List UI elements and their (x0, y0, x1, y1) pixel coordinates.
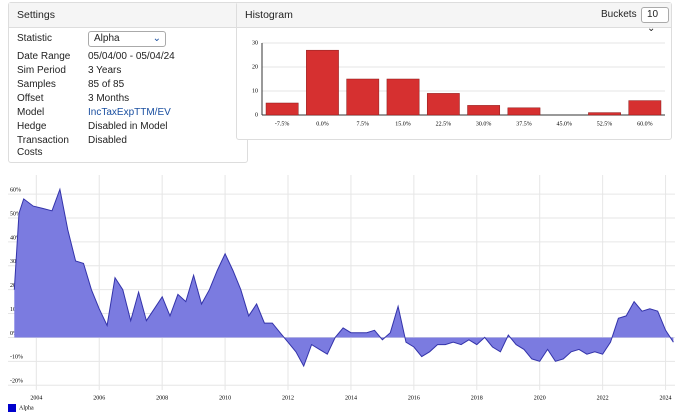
area-fill (14, 189, 674, 367)
bar (306, 49, 339, 116)
bar (386, 78, 420, 116)
row-value: 85 of 85 (88, 79, 125, 90)
bar (628, 100, 662, 116)
x-tick-label: 2004 (30, 395, 42, 401)
row-label: Samples (17, 79, 56, 90)
row-value: Disabled in Model (88, 121, 168, 132)
histogram-panel: Histogram Buckets 10 ⌄ (236, 2, 672, 140)
x-tick-label: 2006 (93, 395, 105, 401)
area-line (13, 187, 674, 368)
y-tick-label: 30 (252, 40, 258, 46)
statistic-value[interactable]: Alpha (94, 33, 120, 44)
x-tick-label: 2008 (156, 395, 168, 401)
x-tick-label: -7.5% (275, 121, 290, 127)
y-tick-label: 20 (252, 64, 258, 70)
x-tick-label: 2018 (471, 395, 483, 401)
panel-title: Settings (9, 3, 247, 28)
row-label: Date Range (17, 51, 71, 62)
bar (346, 78, 380, 116)
y-tick-label: 50% (10, 211, 21, 217)
x-tick-label: 15.0% (395, 121, 411, 127)
row-value: Disabled (88, 135, 127, 146)
bar (265, 102, 299, 116)
row-value[interactable]: IncTaxExpTTM/EV (88, 107, 171, 118)
x-tick-label: 2010 (219, 395, 231, 401)
row-value: 05/04/00 - 05/04/24 (88, 51, 175, 62)
x-tick-label: 7.5% (357, 121, 370, 127)
row-value: 3 Months (88, 93, 130, 104)
x-tick-label: 45.0% (557, 121, 573, 127)
bar (426, 93, 460, 116)
row-label: Statistic (17, 33, 53, 44)
y-tick-label: 0% (10, 331, 18, 337)
buckets-select[interactable]: 10 ⌄ (641, 7, 669, 34)
panel-title: Histogram (237, 3, 671, 28)
row-label: Offset (17, 93, 44, 104)
x-tick-label: 2022 (597, 395, 609, 401)
x-tick-label: 2016 (408, 395, 420, 401)
buckets-label: Buckets (601, 9, 637, 20)
histogram-chart: 0 10 20 30 -7.5% 0.0% 7.5% 15.0% 22.5% 30.0% 37.5%… (252, 40, 665, 127)
buckets-value[interactable]: 10 (647, 9, 659, 20)
row-value: 3 Years (88, 65, 122, 76)
x-tick-label: 2024 (660, 395, 672, 401)
y-tick-label: 60% (10, 187, 21, 193)
row-label: Transaction Costs (17, 135, 69, 158)
row-label: Model (17, 107, 45, 118)
row-label: Hedge (17, 121, 47, 132)
row-label: Sim Period (17, 65, 66, 76)
bar (467, 105, 501, 116)
select-arrow: ⌄ (152, 33, 161, 44)
settings-panel: Settings Statistic Alpha ⌄ Date Range 05/04/… (8, 2, 248, 163)
x-tick-label: 60.0% (637, 121, 653, 127)
y-tick-label: -10% (10, 355, 23, 361)
x-tick-label: 37.5% (516, 121, 532, 127)
area-chart: 2004 2006 2008 2010 2012 2014 2016 2018 2020 2022… (8, 175, 675, 412)
bar (588, 112, 621, 116)
x-tick-label: 22.5% (436, 121, 452, 127)
x-tick-label: 0.0% (316, 121, 329, 127)
x-tick-label: 52.5% (597, 121, 613, 127)
x-tick-label: 2012 (282, 395, 294, 401)
x-tick-label: 2014 (345, 395, 357, 401)
y-tick-label: -20% (10, 379, 23, 385)
x-tick-label: 30.0% (476, 121, 492, 127)
y-tick-label: 0 (255, 112, 258, 118)
y-tick-label: 40% (10, 235, 21, 241)
y-tick-label: 10 (252, 88, 258, 94)
bar (507, 107, 541, 116)
x-tick-label: 2020 (534, 395, 546, 401)
legend-swatch (8, 404, 16, 412)
legend-label: Alpha (19, 405, 34, 411)
statistic-select[interactable]: Alpha ⌄ (88, 31, 166, 47)
